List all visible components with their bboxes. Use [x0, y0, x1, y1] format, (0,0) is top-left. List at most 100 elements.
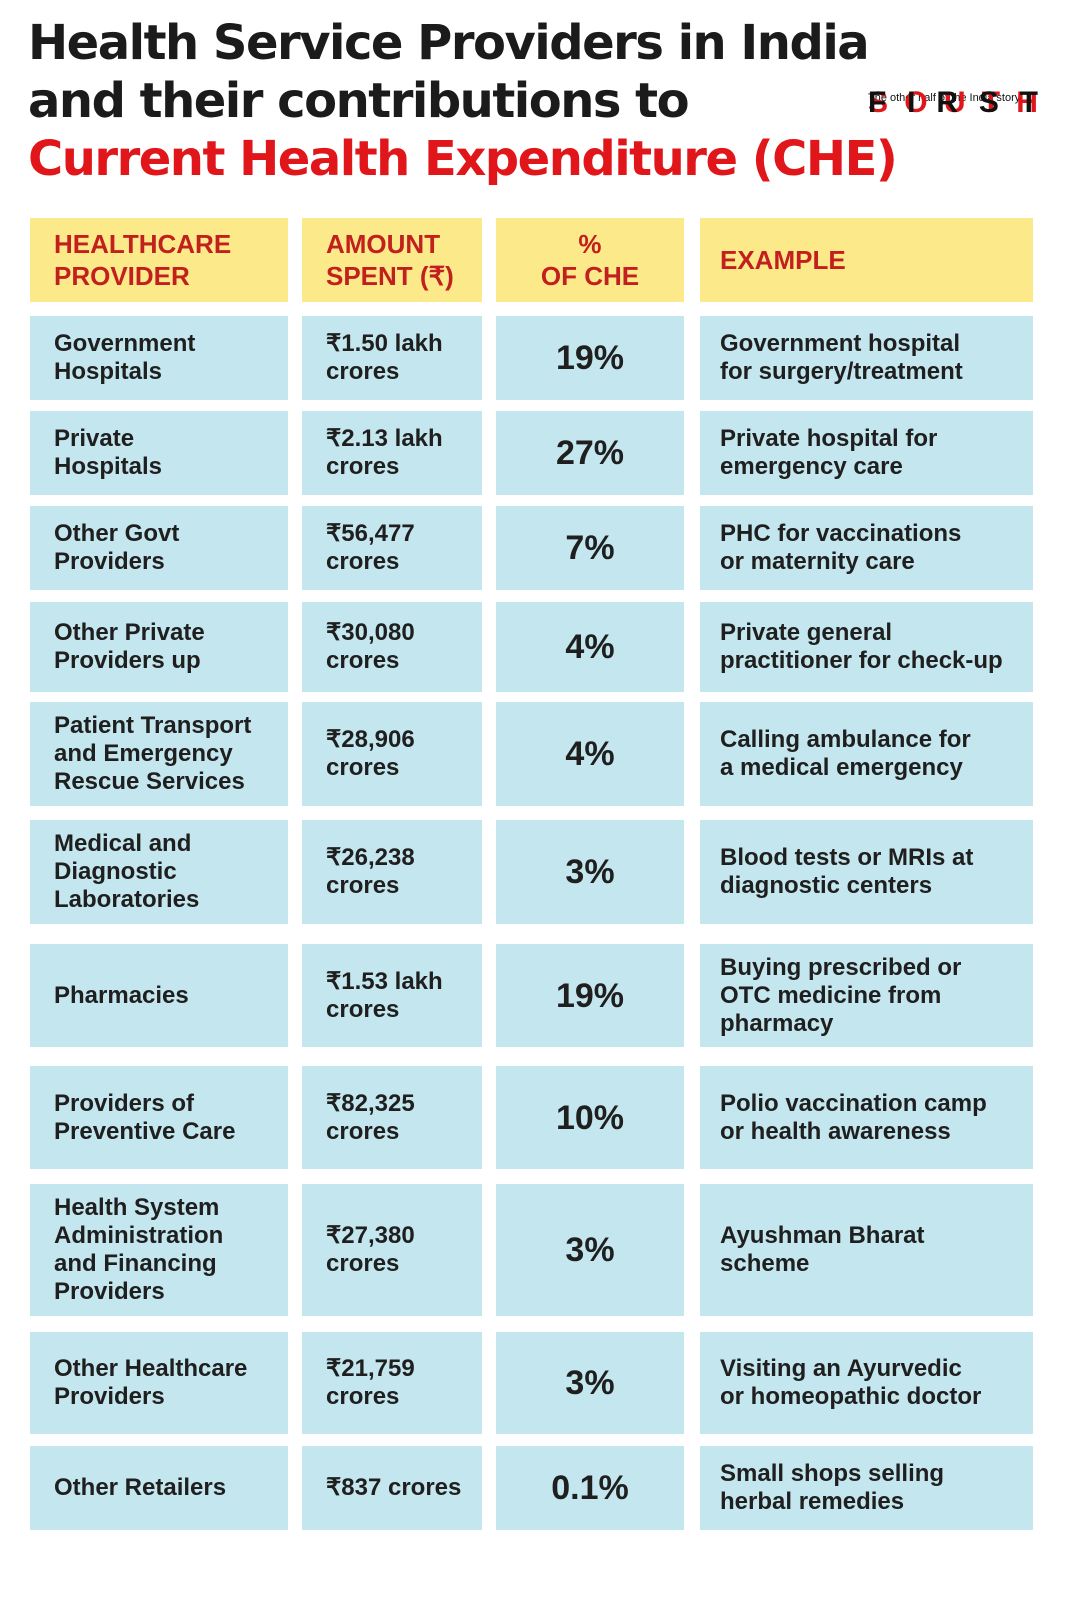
logo-word-first: F I R S T — [868, 88, 1038, 118]
example-cell: Blood tests or MRIs at diagnostic center… — [700, 820, 1033, 924]
percent-value: 0.1 — [551, 1469, 599, 1507]
table-row: Other Retailers ₹837 crores 0.1% Small shop… — [30, 1446, 1033, 1530]
amount-cell: ₹1.50 lakh crores — [302, 316, 482, 400]
amount-cell: ₹2.13 lakh crores — [302, 411, 482, 495]
example-cell: PHC for vaccinations or maternity care — [700, 506, 1033, 590]
percent-cell: 3% — [496, 1332, 684, 1434]
provider-cell: Government Hospitals — [30, 316, 288, 400]
percent-symbol: % — [584, 1364, 615, 1402]
example-cell: Ayushman Bharat scheme — [700, 1184, 1033, 1316]
percent-symbol: % — [584, 529, 615, 567]
example-cell: Visiting an Ayurvedic or homeopathic doc… — [700, 1332, 1033, 1434]
header-cell: HEALTHCARE PROVIDER — [30, 218, 288, 302]
amount-cell: ₹56,477 crores — [302, 506, 482, 590]
percent-value: 3 — [565, 1364, 585, 1402]
provider-cell: Medical and Diagnostic Laboratories — [30, 820, 288, 924]
table-row: Other Govt Providers ₹56,477 crores 7% PHC … — [30, 506, 1033, 590]
example-cell: Government hospital for surgery/treatmen… — [700, 316, 1033, 400]
provider-cell: Patient Transport and Emergency Rescue S… — [30, 702, 288, 806]
table-row: Health System Administration and Financi… — [30, 1184, 1033, 1316]
table-row: Patient Transport and Emergency Rescue S… — [30, 702, 1033, 806]
example-cell: Polio vaccination camp or health awarene… — [700, 1066, 1033, 1169]
logo-letter: I — [907, 86, 916, 119]
logo-letter: S — [868, 86, 889, 119]
south-first-logo: S O U T H F I R S T The other half of th… — [868, 88, 1043, 118]
logo-letter: T — [981, 86, 1001, 119]
percent-cell: 3% — [496, 820, 684, 924]
percent-value: 19 — [555, 976, 594, 1015]
percent-cell: 3% — [496, 1184, 684, 1316]
provider-cell: Health System Administration and Financi… — [30, 1184, 288, 1316]
percent-symbol: % — [593, 976, 625, 1015]
logo-letter: O — [904, 86, 928, 119]
logo-letter: T — [1019, 86, 1038, 119]
percent-cell: 4% — [496, 702, 684, 806]
logo-word-south: S O U T H — [868, 88, 1038, 118]
provider-cell: Other Private Providers up — [30, 602, 288, 692]
table-row: Government Hospitals ₹1.50 lakh crores 19%… — [30, 316, 1033, 400]
example-cell: Small shops selling herbal remedies — [700, 1446, 1033, 1530]
percent-symbol: % — [584, 853, 615, 891]
percent-value: 27 — [555, 434, 594, 472]
table-row: Providers of Preventive Care ₹82,325 cror… — [30, 1066, 1033, 1169]
logo-letter: R — [936, 86, 958, 119]
percent-cell: 19% — [496, 944, 684, 1047]
percent-cell: 7% — [496, 506, 684, 590]
example-cell: Private general practitioner for check-u… — [700, 602, 1033, 692]
header-cell: % OF CHE — [496, 218, 684, 302]
percent-symbol: % — [584, 628, 615, 666]
logo-letter: H — [1016, 86, 1038, 119]
title-line-3: Current Health Expenditure (CHE) — [28, 131, 898, 187]
title-line-1: Health Service Providers in India — [28, 15, 870, 71]
table-row: Other Healthcare Providers ₹21,759 crores… — [30, 1332, 1033, 1434]
logo-letter: U — [943, 86, 966, 119]
amount-cell: ₹1.53 lakh crores — [302, 944, 482, 1047]
table-row: Pharmacies ₹1.53 lakh crores 19% Buying pre… — [30, 944, 1033, 1047]
provider-cell: Providers of Preventive Care — [30, 1066, 288, 1169]
percent-symbol: % — [584, 1231, 615, 1269]
example-cell: Buying prescribed or OTC medicine from p… — [700, 944, 1033, 1047]
amount-cell: ₹82,325 crores — [302, 1066, 482, 1169]
percent-value: 3 — [565, 853, 585, 891]
title-line-2: and their contributions to — [28, 73, 690, 129]
percent-value: 4 — [565, 628, 585, 666]
percent-value: 19 — [555, 339, 594, 377]
percent-symbol: % — [598, 1469, 629, 1507]
provider-cell: Other Retailers — [30, 1446, 288, 1530]
amount-cell: ₹21,759 crores — [302, 1332, 482, 1434]
example-cell: Private hospital for emergency care — [700, 411, 1033, 495]
percent-cell: 27% — [496, 411, 684, 495]
amount-cell: ₹28,906 crores — [302, 702, 482, 806]
amount-cell: ₹27,380 crores — [302, 1184, 482, 1316]
header-cell: AMOUNT SPENT (₹) — [302, 218, 482, 302]
percent-symbol: % — [584, 735, 615, 773]
example-cell: Calling ambulance for a medical emergenc… — [700, 702, 1033, 806]
logo-letter: S — [978, 86, 999, 119]
table-row: Medical and Diagnostic Laboratories ₹26,2… — [30, 820, 1033, 924]
percent-symbol: % — [593, 1098, 625, 1137]
table-header-row: HEALTHCARE PROVIDER AMOUNT SPENT (₹)% OF … — [30, 218, 1033, 302]
table-row: Other Private Providers up ₹30,080 crores… — [30, 602, 1033, 692]
provider-cell: Pharmacies — [30, 944, 288, 1047]
percent-value: 7 — [565, 529, 585, 567]
percent-symbol: % — [593, 339, 625, 377]
provider-cell: Private Hospitals — [30, 411, 288, 495]
amount-cell: ₹30,080 crores — [302, 602, 482, 692]
percent-value: 10 — [555, 1098, 594, 1137]
amount-cell: ₹837 crores — [302, 1446, 482, 1530]
infographic-title: Health Service Providers in India and th… — [28, 14, 898, 188]
percent-cell: 19% — [496, 316, 684, 400]
percent-cell: 4% — [496, 602, 684, 692]
header-cell: EXAMPLE — [700, 218, 1033, 302]
percent-value: 3 — [565, 1231, 585, 1269]
percent-symbol: % — [593, 434, 625, 472]
table-row: Private Hospitals ₹2.13 lakh crores 27% Pri… — [30, 411, 1033, 495]
percent-cell: 0.1% — [496, 1446, 684, 1530]
percent-cell: 10% — [496, 1066, 684, 1169]
amount-cell: ₹26,238 crores — [302, 820, 482, 924]
logo-letter: F — [868, 86, 887, 119]
percent-value: 4 — [565, 735, 585, 773]
provider-cell: Other Govt Providers — [30, 506, 288, 590]
logo-tagline: The other half of the India story — [868, 92, 1021, 104]
provider-cell: Other Healthcare Providers — [30, 1332, 288, 1434]
